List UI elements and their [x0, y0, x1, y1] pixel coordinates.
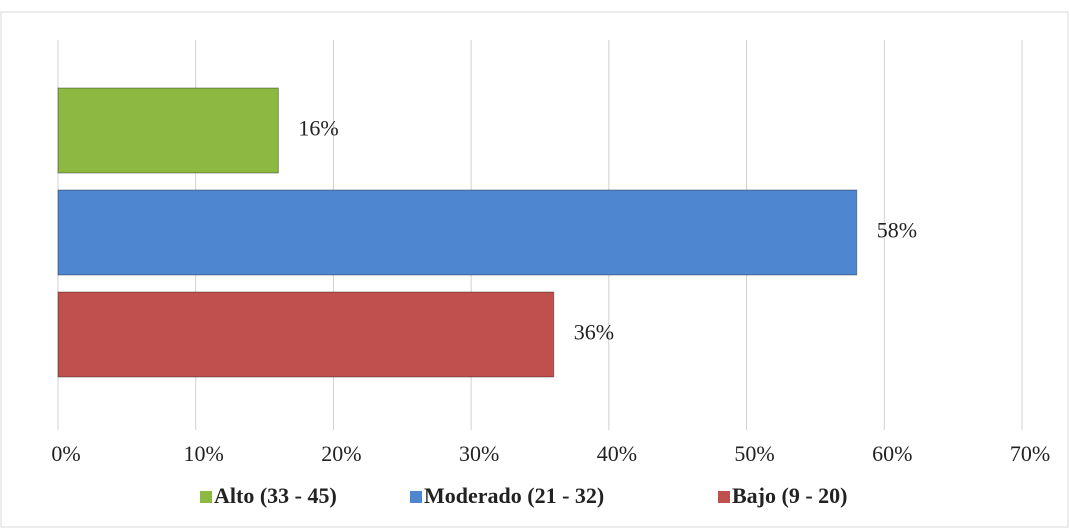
x-tick-label: 10% [184, 441, 224, 466]
legend-swatch [718, 491, 730, 503]
legend-label: Alto (33 - 45) [214, 483, 337, 508]
data-label: 16% [298, 116, 338, 141]
data-label: 58% [877, 218, 917, 243]
x-tick-label: 30% [459, 441, 499, 466]
bar [57, 189, 858, 276]
legend-label: Bajo (9 - 20) [732, 483, 847, 508]
x-tick-label: 20% [321, 441, 361, 466]
data-label: 36% [574, 320, 614, 345]
bar [57, 87, 279, 174]
x-tick-label: 60% [872, 441, 912, 466]
x-tick-label: 0% [51, 441, 80, 466]
bar [57, 291, 555, 378]
x-tick-label: 50% [734, 441, 774, 466]
legend-label: Moderado (21 - 32) [424, 483, 604, 508]
x-tick-label: 40% [597, 441, 637, 466]
legend-swatch [200, 491, 212, 503]
legend-swatch [410, 491, 422, 503]
x-tick-label: 70% [1010, 441, 1050, 466]
